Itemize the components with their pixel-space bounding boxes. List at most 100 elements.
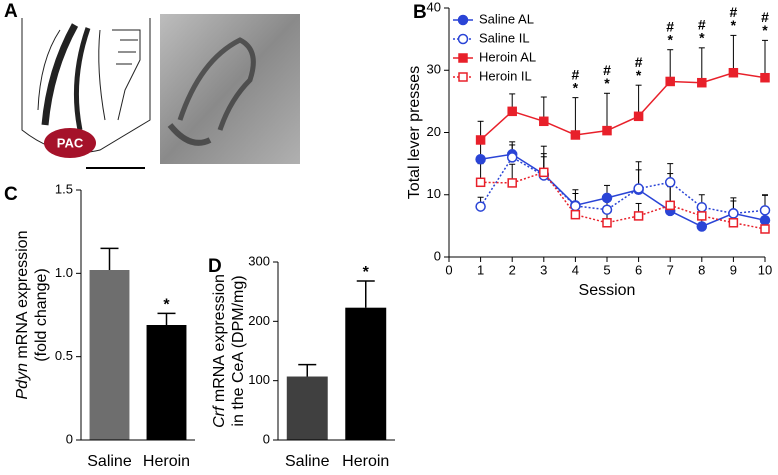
significance-mark: * [699,30,705,46]
legend-marker [458,72,468,82]
significance-mark: * [762,22,768,38]
x-tick-label: 2 [509,262,516,277]
x-tick-label: 0 [445,262,452,277]
y-tick-label: 1.0 [55,265,73,280]
atlas-drawing [21,18,151,153]
x-tick-label: 4 [572,262,579,277]
x-tick-label: 5 [603,262,610,277]
pac-region [44,128,96,158]
marker [570,200,581,212]
marker [601,204,613,215]
y-tick-label: 20 [427,124,441,139]
marker [728,67,739,78]
significance-mark: # [635,54,643,70]
y-tick-label: 0.5 [55,348,73,363]
bar [286,376,328,440]
marker [602,218,612,228]
panel-label: D [208,256,222,277]
legend-label: Heroin IL [479,68,532,83]
x-tick-label: 8 [698,262,705,277]
y-tick-label: 100 [248,372,270,387]
marker [759,205,771,216]
y-tick-label: 30 [427,62,441,77]
x-tick-label: 9 [730,262,737,277]
x-tick-label: Heroin [342,453,389,470]
marker [506,152,518,163]
significance-mark: * [731,17,737,33]
histology-image [160,14,300,164]
significance-mark: # [666,18,674,34]
significance-mark: # [730,4,738,20]
marker [697,77,707,88]
significance-mark: * [573,79,579,95]
marker [507,178,517,188]
marker [728,208,739,219]
y-axis-label-gene: Pdyn [14,363,31,400]
marker [539,167,549,178]
marker [539,116,549,127]
y-tick-label: 40 [427,0,441,14]
panel-label: C [4,184,18,205]
marker [728,218,739,228]
marker [633,211,644,221]
significance-mark: # [603,62,611,78]
marker [602,125,612,136]
region-label: PAC [57,135,84,150]
y-axis-label-gene: Crf [211,405,228,428]
marker [475,135,486,145]
y-axis-label: Crf mRNA expression [211,274,228,428]
series-line [480,153,766,228]
marker [475,201,486,212]
y-axis-label: Total lever presses [406,66,423,199]
significance-mark: * [667,31,673,47]
histology-structure [177,37,256,131]
y-tick-label: 0 [263,431,270,446]
bar [89,270,130,440]
bar [146,325,187,440]
legend-marker [457,14,469,26]
marker [570,130,581,140]
marker [760,224,770,234]
x-tick-label: 7 [667,262,674,277]
legend-marker [457,33,469,45]
y-axis-label-text: mRNA expression [14,231,31,359]
marker [507,106,517,117]
significance-mark: * [636,67,642,83]
panel-label: B [413,2,427,23]
y-tick-label: 300 [248,253,270,268]
histology-structure [167,123,212,146]
y-tick-label: 0 [66,431,73,446]
significance-mark: # [698,17,706,33]
significance-mark: * [363,264,370,281]
x-tick-label: 6 [635,262,642,277]
marker [633,111,644,122]
y-axis-label: in the CeA (DPM/mg) [230,275,247,426]
legend-marker [458,53,468,63]
marker [759,215,771,226]
x-tick-label: 3 [540,262,547,277]
x-axis-label: Session [579,282,636,299]
marker [665,76,675,87]
marker [664,177,676,188]
marker [760,72,770,83]
y-tick-label: 1.5 [55,181,73,196]
marker [475,154,486,165]
marker [696,221,708,232]
significance-mark: # [572,66,580,82]
series-line [480,71,766,141]
x-tick-label: 1 [477,262,484,277]
series-line [480,171,766,230]
x-tick-label: Saline [87,453,132,470]
y-tick-label: 0 [434,248,441,263]
x-tick-label: Heroin [143,453,190,470]
y-axis-label-text: mRNA expression [211,274,228,402]
y-tick-label: 200 [248,313,270,328]
series-line [479,156,766,215]
marker [696,201,708,213]
panel-label: A [4,1,18,22]
marker [697,211,707,221]
significance-mark: * [163,297,170,314]
legend-label: Saline AL [479,11,534,26]
marker [475,177,486,188]
